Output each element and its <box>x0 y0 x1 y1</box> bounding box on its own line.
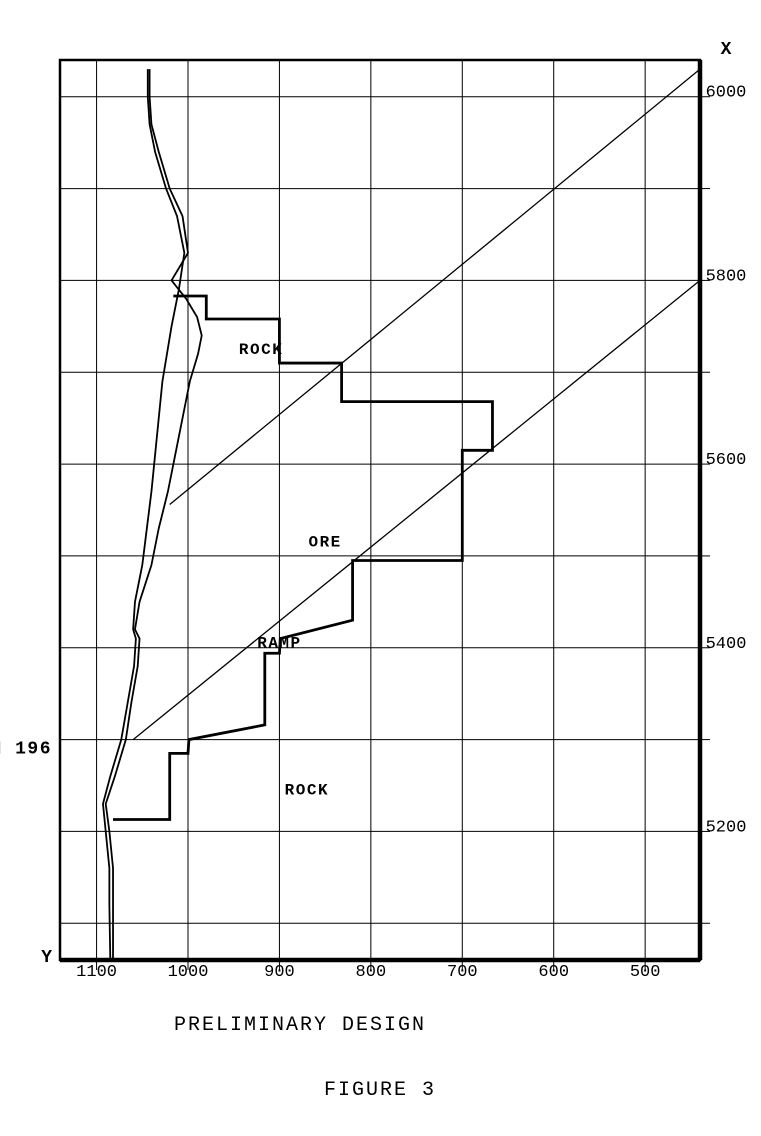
y-axis-label: Y <box>41 948 52 968</box>
y-tick-label: 1100 <box>76 963 117 982</box>
region-label: ROCK <box>239 341 283 359</box>
x-tick-label: 6000 <box>706 84 747 103</box>
y-tick-label: 900 <box>264 963 295 982</box>
figure-label: FIGURE 3 <box>324 1079 436 1102</box>
chart-title: CROSS SECTION 196 <box>0 739 52 759</box>
figure-container: 5200 5400 5600 5800 6000 500 600 700 800 900 1000 1… <box>0 0 761 1136</box>
subtitle: PRELIMINARY DESIGN <box>174 1014 426 1037</box>
y-tick-label: 1000 <box>168 963 209 982</box>
cross-section-plot: 5200 5400 5600 5800 6000 500 600 700 800 900 1000 1… <box>0 0 761 1136</box>
region-label: ORE <box>308 534 341 552</box>
x-tick-label: 5200 <box>706 818 747 837</box>
y-tick-label: 800 <box>356 963 387 982</box>
x-axis-label: X <box>721 40 732 60</box>
plot-area <box>60 60 700 960</box>
x-tick-label: 5400 <box>706 635 747 654</box>
region-label: RAMP <box>257 635 301 653</box>
x-tick-label: 5800 <box>706 267 747 286</box>
y-tick-label: 500 <box>630 963 661 982</box>
region-label: ROCK <box>285 782 329 800</box>
y-tick-label: 700 <box>447 963 478 982</box>
x-tick-label: 5600 <box>706 451 747 470</box>
y-tick-label: 600 <box>538 963 569 982</box>
rotated-chart-group: 5200 5400 5600 5800 6000 500 600 700 800 900 1000 1… <box>0 40 746 982</box>
